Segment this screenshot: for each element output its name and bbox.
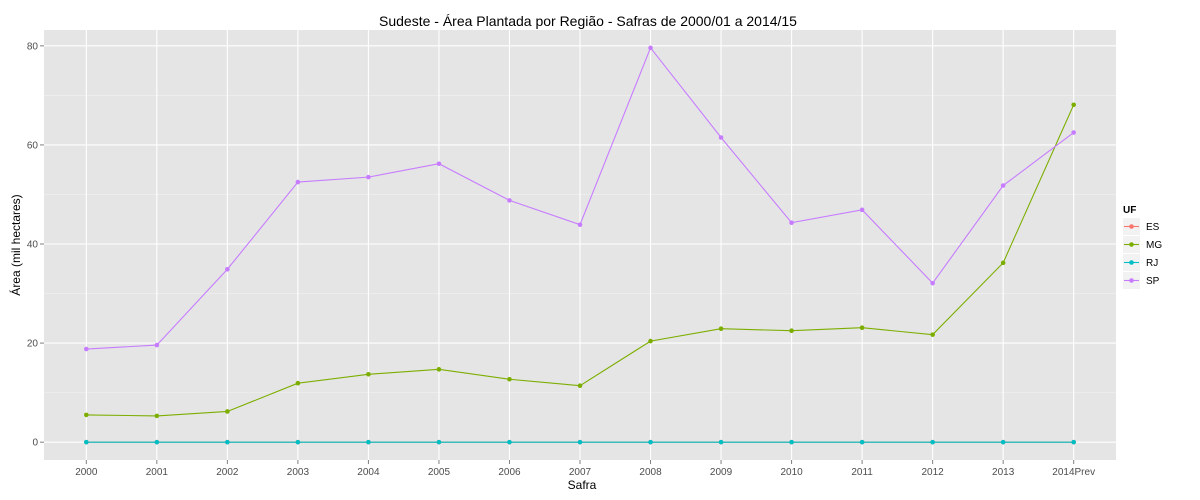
legend-label: MG	[1146, 240, 1162, 251]
legend-item-es: ES	[1123, 218, 1160, 235]
data-point-rj	[295, 439, 301, 445]
data-point-sp	[930, 280, 935, 286]
x-tick-label: 2008	[639, 467, 662, 478]
data-point-sp	[859, 207, 865, 213]
x-tick-label: 2014Prev	[1052, 467, 1095, 478]
legend-key-point	[1129, 278, 1134, 283]
data-point-rj	[577, 439, 583, 445]
legend-item-mg: MG	[1123, 236, 1162, 253]
data-point-mg	[366, 371, 371, 377]
x-tick-label: 2010	[780, 467, 803, 478]
x-tick-label: 2007	[569, 467, 592, 478]
data-point-sp	[1071, 130, 1076, 135]
data-point-sp	[225, 266, 230, 272]
legend-title: UF	[1123, 205, 1136, 216]
legend-item-rj: RJ	[1123, 254, 1158, 271]
data-point-mg	[225, 409, 230, 414]
axis-layer: 0 20 40 60 80 2000 2001 2002 2003 2004 2005 2006 200…	[27, 41, 1095, 478]
data-point-sp	[1000, 183, 1006, 188]
data-point-mg	[577, 383, 583, 388]
x-tick-label: 2009	[710, 467, 733, 478]
x-tick-label: 2001	[146, 467, 169, 478]
data-point-sp	[295, 179, 301, 185]
x-tick-label: 2000	[75, 467, 98, 478]
data-point-sp	[84, 346, 89, 352]
data-point-mg	[154, 413, 160, 419]
legend-label: ES	[1146, 222, 1160, 233]
data-point-sp	[436, 161, 442, 167]
x-axis-title: Safra	[568, 478, 597, 492]
data-point-rj	[718, 439, 724, 445]
data-point-mg	[648, 338, 653, 344]
data-point-mg	[84, 412, 89, 418]
x-tick-label: 2004	[357, 467, 380, 478]
data-point-sp	[507, 198, 512, 203]
series-layer	[84, 45, 1076, 445]
y-tick-label: 80	[27, 41, 39, 52]
data-point-mg	[789, 328, 794, 334]
data-point-sp	[577, 222, 583, 227]
x-tick-label: 2002	[216, 467, 239, 478]
legend-label: RJ	[1146, 258, 1158, 269]
data-point-rj	[930, 439, 935, 445]
data-point-rj	[84, 439, 89, 445]
series-mg	[84, 102, 1076, 419]
y-tick-label: 60	[27, 140, 39, 151]
data-point-rj	[366, 439, 371, 445]
legend: UF ES MG RJ SP	[1123, 205, 1162, 289]
data-point-rj	[859, 439, 865, 445]
data-point-sp	[366, 174, 371, 180]
y-axis-title: Área (mil hectares)	[8, 194, 23, 295]
legend-item-sp: SP	[1123, 272, 1160, 289]
legend-label: SP	[1146, 276, 1160, 287]
data-point-mg	[1000, 260, 1006, 266]
data-point-sp	[718, 135, 724, 140]
data-point-sp	[789, 220, 794, 226]
y-tick-label: 40	[27, 240, 39, 251]
legend-key-point	[1129, 224, 1134, 229]
y-tick-label: 20	[27, 339, 39, 350]
data-point-mg	[295, 380, 301, 386]
x-tick-label: 2006	[498, 467, 521, 478]
data-point-rj	[1071, 439, 1076, 445]
data-point-rj	[225, 439, 230, 445]
x-tick-label: 2011	[851, 467, 873, 478]
x-tick-label: 2012	[922, 467, 945, 478]
data-point-rj	[1000, 439, 1006, 445]
data-point-mg	[507, 376, 512, 382]
data-point-rj	[648, 439, 653, 445]
chart-title: Sudeste - Área Plantada por Região - Saf…	[379, 13, 797, 29]
legend-key-point	[1129, 242, 1134, 247]
x-tick-label: 2013	[992, 467, 1015, 478]
data-point-mg	[930, 332, 935, 337]
data-point-mg	[1071, 102, 1076, 108]
data-point-rj	[154, 439, 160, 445]
grid-layer	[44, 30, 1116, 460]
series-rj	[84, 439, 1076, 445]
y-tick-label: 0	[32, 438, 38, 449]
legend-items: ES MG RJ SP	[1123, 218, 1162, 289]
series-sp	[84, 45, 1076, 352]
data-point-rj	[436, 439, 442, 445]
data-point-rj	[789, 439, 794, 445]
data-point-mg	[859, 325, 865, 331]
x-tick-label: 2003	[287, 467, 310, 478]
legend-key-point	[1129, 260, 1134, 265]
data-point-sp	[154, 342, 160, 348]
data-point-mg	[436, 367, 442, 372]
data-point-sp	[648, 45, 653, 51]
x-tick-label: 2005	[428, 467, 451, 478]
data-point-mg	[718, 326, 724, 332]
data-point-rj	[507, 439, 512, 445]
